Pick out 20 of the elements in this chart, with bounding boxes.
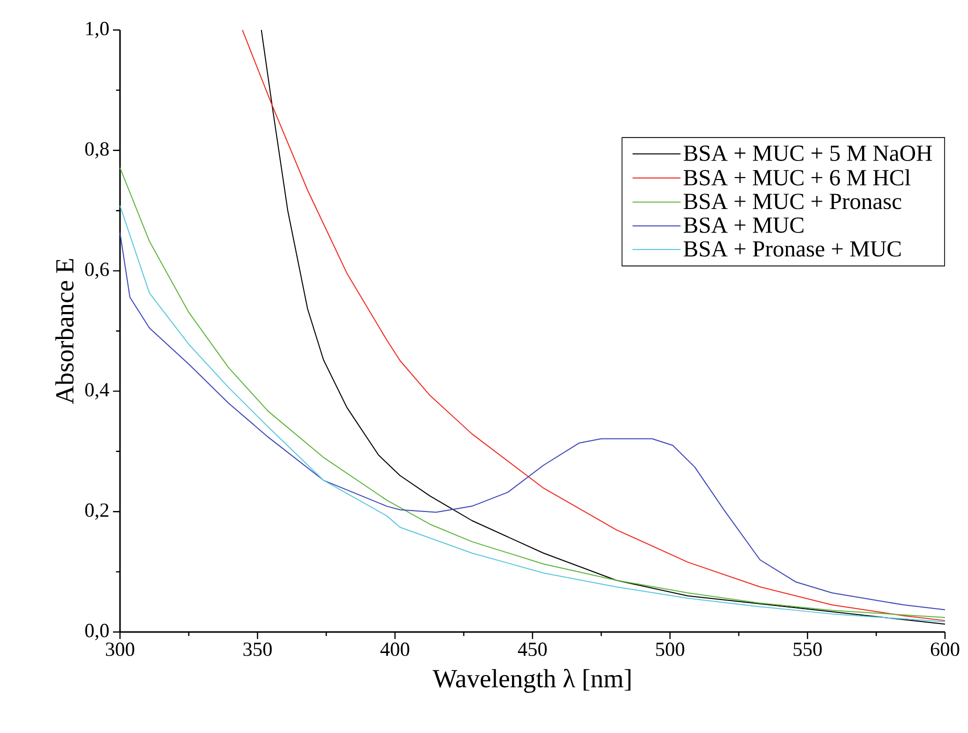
x-axis-title: Wavelength λ [nm]	[432, 668, 630, 693]
legend-label: BSA + MUC + 5 M NaOH	[684, 146, 932, 161]
x-tick-label: 450	[518, 642, 547, 656]
legend-label: BSA + MUC	[684, 217, 804, 233]
legend-label: BSA + Pronase + MUC	[684, 241, 901, 257]
y-tick-label: 1,0	[86, 22, 109, 38]
x-tick-label: 350	[243, 642, 272, 656]
x-tick-label: 500	[656, 642, 684, 656]
legend-label: BSA + MUC + Pronasc	[684, 194, 902, 210]
x-tick-label: 400	[380, 642, 410, 656]
legend-label: BSA + MUC + 6 M HCl	[684, 169, 910, 186]
y-tick-label: 0,4	[85, 383, 110, 400]
y-tick-label: 0,2	[85, 503, 108, 520]
y-axis-title: Absorbance E	[55, 259, 74, 404]
y-tick-label: 0,0	[85, 624, 109, 640]
x-tick-label: 600	[930, 642, 960, 656]
y-tick-label: 0,6	[85, 262, 109, 279]
x-tick-label: 550	[794, 642, 822, 656]
y-tick-label: 0,8	[85, 142, 109, 159]
x-tick-label: 300	[106, 642, 134, 656]
